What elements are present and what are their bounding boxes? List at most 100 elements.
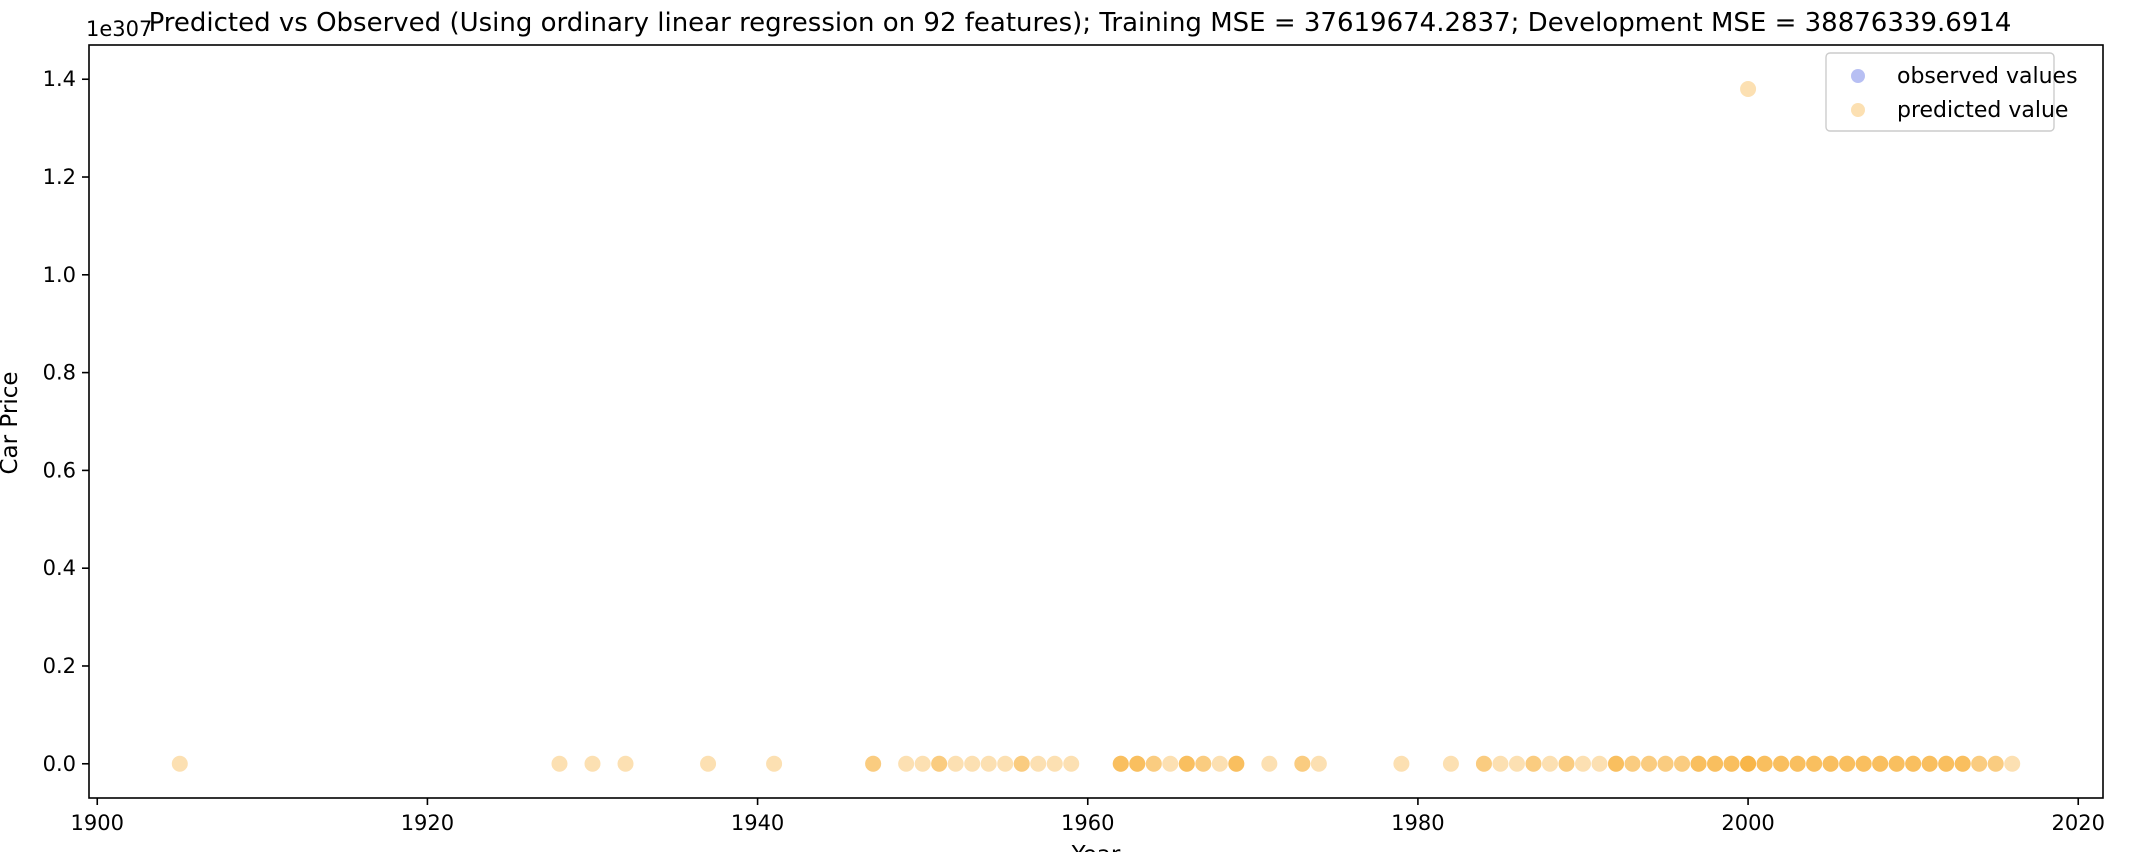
data-point-predicted-value [1608, 755, 1625, 772]
data-point-predicted-value [1740, 755, 1757, 772]
data-point-predicted-value [1921, 755, 1938, 772]
y-tick-label: 1.2 [43, 165, 76, 189]
y-axis-offset-label: 1e307 [86, 17, 152, 41]
data-point-predicted-value [1112, 755, 1129, 772]
data-point-predicted-value [1707, 755, 1724, 772]
data-point-predicted-value [1905, 755, 1922, 772]
data-point-predicted-value [1178, 755, 1195, 772]
y-tick-label: 0.8 [43, 361, 76, 385]
data-point-predicted-value [1030, 755, 1047, 772]
data-point-predicted-value [1707, 755, 1724, 772]
data-point-predicted-value [171, 755, 188, 772]
data-point-predicted-value [931, 755, 948, 772]
data-point-predicted-value [1888, 755, 1905, 772]
data-point-predicted-value [1475, 755, 1492, 772]
data-point-predicted-value [1145, 755, 1162, 772]
data-point-predicted-value [1855, 755, 1872, 772]
data-point-predicted-value [1657, 755, 1674, 772]
y-tick-label: 0.0 [43, 752, 76, 776]
data-point-predicted-value [1063, 755, 1080, 772]
points-layer [171, 81, 2021, 772]
data-point-predicted-value [766, 755, 783, 772]
x-tick-label: 1960 [1061, 811, 1114, 835]
data-point-predicted-value [1129, 755, 1146, 772]
data-point-predicted-value [914, 755, 931, 772]
data-point-predicted-value [1954, 755, 1971, 772]
data-point-predicted-value [1707, 755, 1724, 772]
data-point-predicted-value [1674, 755, 1691, 772]
data-point-predicted-value [1822, 755, 1839, 772]
data-point-predicted-value [551, 755, 568, 772]
x-tick-label: 1900 [71, 811, 124, 835]
data-point-predicted-value [1954, 755, 1971, 772]
data-point-predicted-value [1690, 755, 1707, 772]
data-point-predicted-value [1822, 755, 1839, 772]
x-axis: 1900 1920 1940 1960 1980 2000 2020 [71, 798, 2105, 835]
data-point-predicted-value [1888, 755, 1905, 772]
data-point-predicted-value [1773, 755, 1790, 772]
y-tick-label: 1.4 [43, 67, 76, 91]
data-point-predicted-value [1723, 755, 1740, 772]
data-point-predicted-value [1921, 755, 1938, 772]
data-point-predicted-value [1129, 755, 1146, 772]
data-point-predicted-value [1756, 755, 1773, 772]
data-point-predicted-value [1806, 755, 1823, 772]
data-point-predicted-value [1938, 755, 1955, 772]
data-point-predicted-value [1690, 755, 1707, 772]
data-point-predicted-value [1789, 755, 1806, 772]
data-point-predicted-value [1112, 755, 1129, 772]
legend-marker-observed-values [1851, 69, 1865, 83]
legend: observed values predicted value [1825, 52, 2078, 132]
y-axis: 0.0 0.2 0.4 0.6 0.8 1.0 1.2 1.4 [43, 67, 89, 776]
data-point-predicted-value [1740, 81, 1757, 98]
data-point-predicted-value [1987, 755, 2004, 772]
data-point-predicted-value [1178, 755, 1195, 772]
data-point-predicted-value [1195, 755, 1212, 772]
data-point-predicted-value [1789, 755, 1806, 772]
data-point-predicted-value [1608, 755, 1625, 772]
data-point-predicted-value [1525, 755, 1542, 772]
data-point-predicted-value [1145, 755, 1162, 772]
data-point-predicted-value [964, 755, 981, 772]
data-point-predicted-value [1789, 755, 1806, 772]
data-point-predicted-value [1641, 755, 1658, 772]
data-point-predicted-value [1756, 755, 1773, 772]
data-point-predicted-value [1938, 755, 1955, 772]
data-point-predicted-value [1905, 755, 1922, 772]
data-point-predicted-value [1872, 755, 1889, 772]
data-point-predicted-value [1839, 755, 1856, 772]
data-point-predicted-value [1690, 755, 1707, 772]
data-point-predicted-value [898, 755, 915, 772]
data-point-predicted-value [1971, 755, 1988, 772]
data-point-predicted-value [1129, 755, 1146, 772]
data-point-predicted-value [1525, 755, 1542, 772]
data-point-predicted-value [700, 755, 717, 772]
data-point-predicted-value [1541, 755, 1558, 772]
x-tick-label: 1980 [1391, 811, 1444, 835]
data-point-predicted-value [1971, 755, 1988, 772]
data-point-predicted-value [1756, 755, 1773, 772]
data-point-predicted-value [1855, 755, 1872, 772]
data-point-predicted-value [1013, 755, 1030, 772]
data-point-predicted-value [1211, 755, 1228, 772]
data-point-predicted-value [1806, 755, 1823, 772]
data-point-predicted-value [1822, 755, 1839, 772]
data-point-predicted-value [1558, 755, 1575, 772]
data-point-predicted-value [1954, 755, 1971, 772]
x-tick-label: 2000 [1721, 811, 1774, 835]
data-point-predicted-value [1046, 755, 1063, 772]
data-point-predicted-value [980, 755, 997, 772]
data-point-predicted-value [1591, 755, 1608, 772]
data-point-predicted-value [1641, 755, 1658, 772]
x-tick-label: 1940 [731, 811, 784, 835]
data-point-predicted-value [1310, 755, 1327, 772]
x-tick-label: 2020 [2052, 811, 2105, 835]
data-point-predicted-value [1228, 755, 1245, 772]
x-tick-label: 1920 [401, 811, 454, 835]
data-point-predicted-value [1674, 755, 1691, 772]
data-point-predicted-value [1624, 755, 1641, 772]
data-point-predicted-value [1987, 755, 2004, 772]
data-point-predicted-value [1872, 755, 1889, 772]
data-point-predicted-value [1740, 755, 1757, 772]
